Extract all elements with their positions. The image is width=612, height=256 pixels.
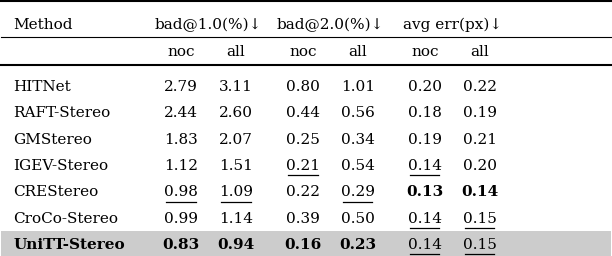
Text: all: all xyxy=(226,45,245,59)
Text: 0.14: 0.14 xyxy=(408,238,442,252)
Text: 1.83: 1.83 xyxy=(164,133,198,147)
Text: 1.01: 1.01 xyxy=(341,80,375,94)
Text: 0.20: 0.20 xyxy=(408,80,442,94)
Text: noc: noc xyxy=(289,45,316,59)
Text: Method: Method xyxy=(13,18,73,32)
Text: 0.21: 0.21 xyxy=(286,159,320,173)
Text: 0.13: 0.13 xyxy=(406,185,444,199)
Text: all: all xyxy=(348,45,367,59)
Text: 0.44: 0.44 xyxy=(286,106,320,121)
Text: 1.12: 1.12 xyxy=(164,159,198,173)
FancyBboxPatch shape xyxy=(1,231,611,256)
Text: 0.19: 0.19 xyxy=(408,133,442,147)
Text: 0.20: 0.20 xyxy=(463,159,496,173)
Text: bad@2.0(%)↓: bad@2.0(%)↓ xyxy=(277,18,384,32)
Text: 0.98: 0.98 xyxy=(164,185,198,199)
Text: 1.51: 1.51 xyxy=(219,159,253,173)
Text: 0.16: 0.16 xyxy=(285,238,321,252)
Text: 2.79: 2.79 xyxy=(164,80,198,94)
Text: 0.15: 0.15 xyxy=(463,238,496,252)
Text: CroCo-Stereo: CroCo-Stereo xyxy=(13,212,119,226)
Text: 0.22: 0.22 xyxy=(286,185,320,199)
Text: avg err(px)↓: avg err(px)↓ xyxy=(403,18,502,32)
Text: 2.60: 2.60 xyxy=(219,106,253,121)
Text: 0.39: 0.39 xyxy=(286,212,320,226)
Text: 0.15: 0.15 xyxy=(463,212,496,226)
Text: 0.14: 0.14 xyxy=(461,185,498,199)
Text: 0.23: 0.23 xyxy=(339,238,376,252)
Text: 0.94: 0.94 xyxy=(217,238,255,252)
Text: 0.14: 0.14 xyxy=(408,159,442,173)
Text: 2.44: 2.44 xyxy=(164,106,198,121)
Text: CREStereo: CREStereo xyxy=(13,185,99,199)
Text: UniTT-Stereo: UniTT-Stereo xyxy=(13,238,125,252)
Text: 0.22: 0.22 xyxy=(463,80,496,94)
Text: noc: noc xyxy=(411,45,439,59)
Text: 0.34: 0.34 xyxy=(341,133,375,147)
Text: noc: noc xyxy=(167,45,195,59)
Text: all: all xyxy=(470,45,489,59)
Text: 1.14: 1.14 xyxy=(219,212,253,226)
Text: RAFT-Stereo: RAFT-Stereo xyxy=(13,106,111,121)
Text: 1.09: 1.09 xyxy=(219,185,253,199)
Text: 0.18: 0.18 xyxy=(408,106,442,121)
Text: 0.83: 0.83 xyxy=(162,238,200,252)
Text: bad@1.0(%)↓: bad@1.0(%)↓ xyxy=(155,18,262,32)
Text: 0.14: 0.14 xyxy=(408,212,442,226)
Text: 0.56: 0.56 xyxy=(341,106,375,121)
Text: 3.11: 3.11 xyxy=(219,80,253,94)
Text: 0.25: 0.25 xyxy=(286,133,320,147)
Text: IGEV-Stereo: IGEV-Stereo xyxy=(13,159,109,173)
Text: 0.29: 0.29 xyxy=(341,185,375,199)
Text: HITNet: HITNet xyxy=(13,80,72,94)
Text: 0.54: 0.54 xyxy=(341,159,375,173)
Text: 0.19: 0.19 xyxy=(463,106,496,121)
Text: 0.50: 0.50 xyxy=(341,212,375,226)
Text: 2.07: 2.07 xyxy=(219,133,253,147)
Text: GMStereo: GMStereo xyxy=(13,133,92,147)
Text: 0.99: 0.99 xyxy=(164,212,198,226)
Text: 0.21: 0.21 xyxy=(463,133,496,147)
Text: 0.80: 0.80 xyxy=(286,80,320,94)
